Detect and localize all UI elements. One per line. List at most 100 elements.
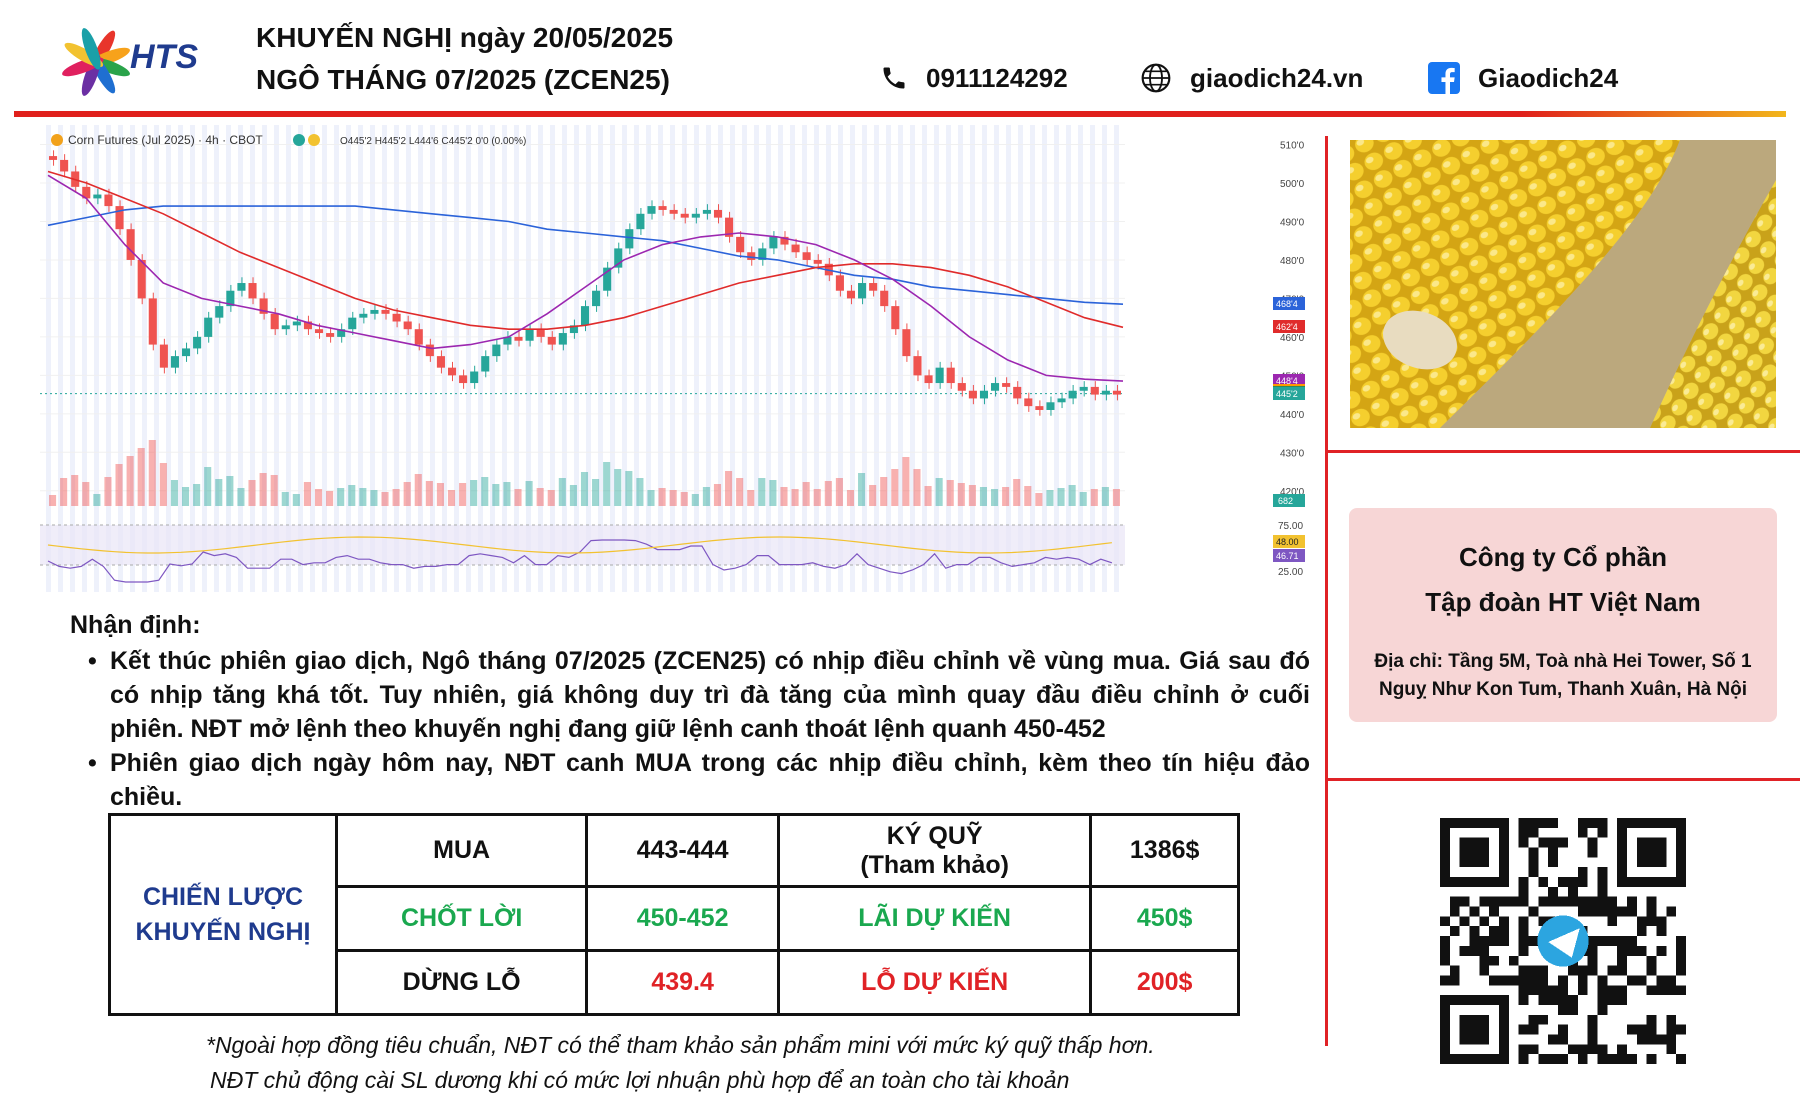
rsi-tag-label: 48.00 [1276,537,1299,547]
volume-bar [891,469,899,506]
candle-body [1101,390,1110,395]
corn-futures-chart: 510'0500'0490'0480'0470'0460'0450'0440'0… [40,125,1305,592]
candle-body [957,383,966,391]
candle-body [935,367,944,384]
volume-bar [858,473,866,506]
volume-bar [115,464,123,506]
price-tick-label: 480'0 [1280,256,1305,267]
candle-body [470,371,479,384]
corn-photo [1350,140,1776,428]
take-profit-value: 450-452 [585,885,780,952]
candle-body [780,236,789,245]
list-item: • Phiên giao dịch ngày hôm nay, NĐT canh … [88,746,1310,814]
volume-bar [913,469,921,506]
footnote-1: *Ngoài hợp đồng tiêu chuẩn, NĐT có thể t… [206,1032,1155,1058]
volume-bar [1090,489,1098,506]
volume-bar [636,478,644,506]
website-contact[interactable]: giaodich24.vn [1140,62,1363,94]
table-row: CHIẾN LƯỢC KHUYẾN NGHỊ MUA 443-444 KÝ QUỸ… [108,813,1240,1016]
candle-body [82,186,91,199]
candle-body [137,259,146,299]
volume-bar [625,471,633,506]
ohlc-readout: O445'2 H445'2 L444'6 C445'2 0'0 (0.00%) [340,136,526,147]
analysis-list: • Kết thúc phiên giao dịch, Ngô tháng 07/… [88,644,1310,814]
candle-body [259,298,268,314]
candle-body [603,267,612,291]
price-tag [1273,320,1305,333]
status-dot-icon [308,134,320,146]
candle-body [802,252,811,260]
candle-body [846,290,856,299]
candle-body [1046,402,1055,410]
volume-bar [414,474,422,506]
status-dot-icon [293,134,305,146]
candle-body [902,329,911,357]
candle-body [680,213,689,218]
volume-bar [159,463,167,506]
volume-bar [569,485,577,506]
volume-bar [326,491,334,506]
price-tag [1273,374,1305,387]
price-tag-label: 445'2 [1276,389,1298,399]
page-subtitle: NGÔ THÁNG 07/2025 (ZCEN25) [256,64,670,95]
candle-body [425,344,434,357]
volume-bar [769,480,777,506]
candle-body [713,209,723,218]
volume-bar [957,483,965,506]
header-divider [14,111,1786,117]
column-divider [1325,136,1328,1046]
volume-bar [93,494,101,506]
volume-bar [237,488,245,506]
facebook-contact[interactable]: Giaodich24 [1428,62,1618,94]
volume-bar [49,495,57,506]
volume-bar [536,488,544,506]
strategy-label: CHIẾN LƯỢC KHUYẾN NGHỊ [108,813,338,1016]
candle-body [1013,386,1022,399]
volume-bar [592,479,600,506]
take-profit-label: CHỐT LỜI [334,885,589,952]
candle-body [1035,406,1044,410]
volume-bar [669,490,677,506]
rsi-tick-label: 75.00 [1278,521,1303,532]
moving-average-line [47,174,1124,382]
candle-body [536,329,545,337]
candle-body [669,209,678,214]
volume-bar [924,486,932,506]
candle-body [968,390,977,399]
phone-number: 0911124292 [926,62,1068,93]
candle-body [270,313,279,330]
telegram-qr-code[interactable] [1440,818,1686,1064]
candle-body [403,321,412,330]
volume-bar [580,472,589,506]
volume-bar [758,478,766,506]
candle-body [459,375,468,384]
candle-body [525,329,534,341]
expected-loss-value: 200$ [1089,949,1240,1016]
stop-loss-label: DỪNG LỖ [334,949,589,1016]
candle-body [813,259,822,264]
volume-bar [979,487,988,506]
price-tick-label: 500'0 [1280,179,1305,190]
candle-body [1024,398,1033,407]
volume-bar [181,487,190,506]
phone-contact[interactable]: 0911124292 [880,62,1068,94]
candle-body [1112,390,1121,395]
volume-bar [270,475,278,506]
candle-body [747,252,756,260]
candle-body [835,275,844,291]
candle-body [558,333,567,345]
volume-bar [193,484,201,506]
chart-title: Corn Futures (Jul 2025) · 4h · CBOT [68,133,263,147]
candle-body [292,321,301,326]
section-divider [1328,450,1800,453]
volume-bar [137,448,145,506]
company-address-line1: Địa chỉ: Tầng 5M, Toà nhà Hei Tower, Số … [1374,651,1752,672]
volume-bar [1013,479,1021,506]
volume-bar [447,490,456,506]
candle-body [337,329,346,337]
volume-bar [946,480,954,506]
price-tick-label: 420'0 [1280,487,1305,498]
price-tick-label: 490'0 [1280,217,1305,228]
analysis-heading: Nhận định: [70,611,201,639]
volume-bar [846,490,855,506]
